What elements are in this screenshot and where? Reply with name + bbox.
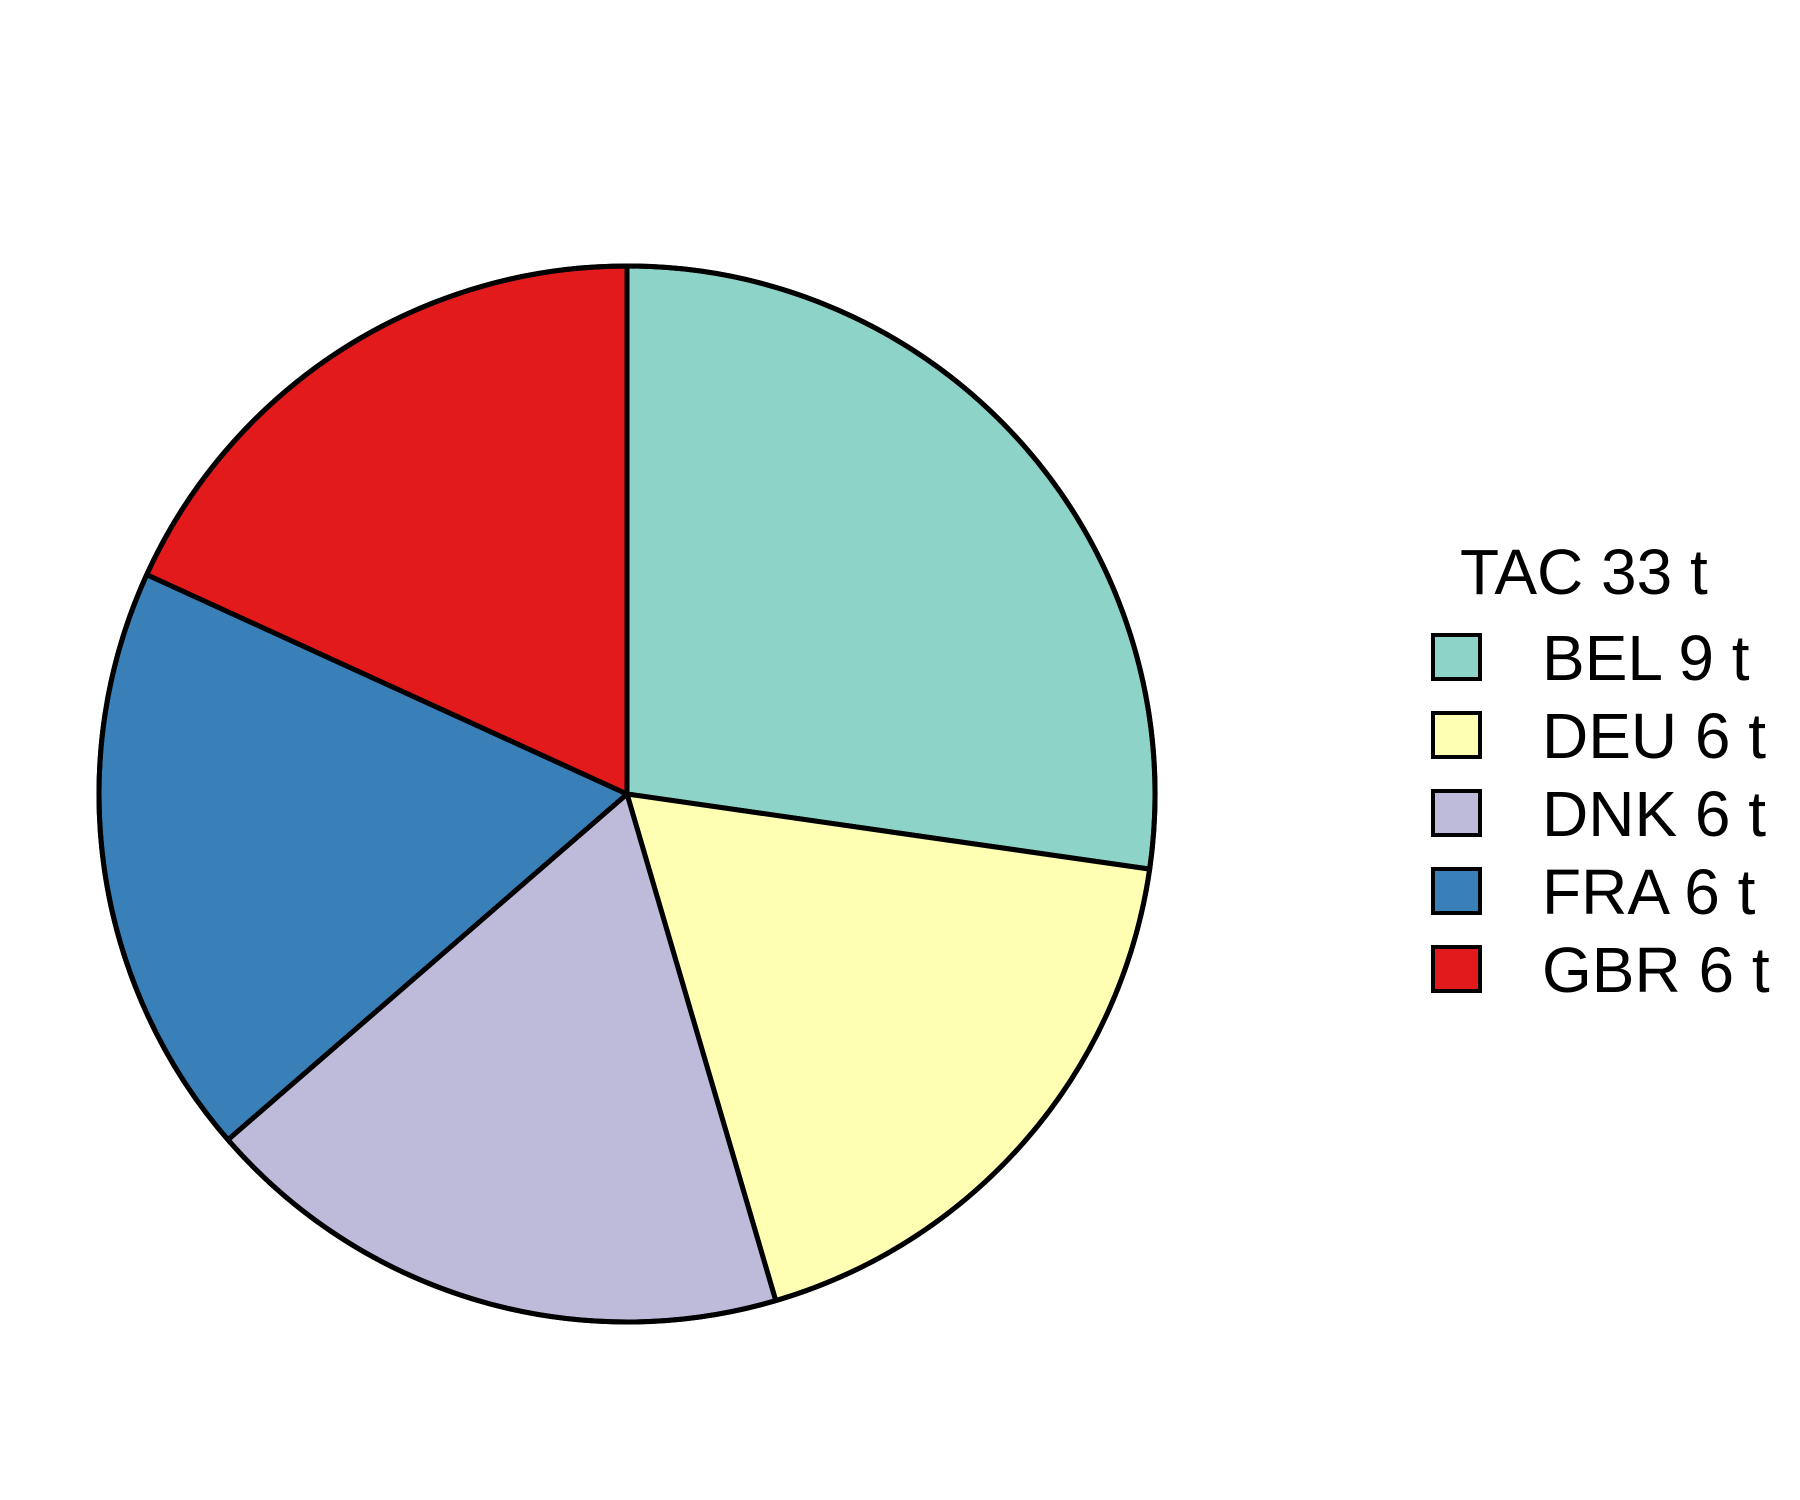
legend-swatch-bel <box>1431 633 1482 681</box>
legend-item-bel: BEL 9 t <box>1431 622 1750 694</box>
legend-label-deu: DEU 6 t <box>1542 700 1766 772</box>
legend-label-gbr: GBR 6 t <box>1542 934 1770 1006</box>
legend-item-gbr: GBR 6 t <box>1431 934 1770 1006</box>
legend-swatch-fra <box>1431 867 1482 915</box>
legend-label-dnk: DNK 6 t <box>1542 778 1766 850</box>
legend-swatch-deu <box>1431 711 1482 759</box>
legend-label-bel: BEL 9 t <box>1542 622 1750 694</box>
legend-item-deu: DEU 6 t <box>1431 700 1766 772</box>
legend-title: TAC 33 t <box>1460 536 1708 608</box>
legend-item-dnk: DNK 6 t <box>1431 778 1766 850</box>
legend-item-fra: FRA 6 t <box>1431 856 1756 928</box>
legend-label-fra: FRA 6 t <box>1542 856 1756 928</box>
pie-slice-bel <box>624 263 1158 872</box>
pie-outline <box>96 263 1158 1325</box>
legend-swatch-dnk <box>1431 789 1482 837</box>
pie-slices <box>96 263 1158 1325</box>
legend-swatch-gbr <box>1431 945 1482 993</box>
